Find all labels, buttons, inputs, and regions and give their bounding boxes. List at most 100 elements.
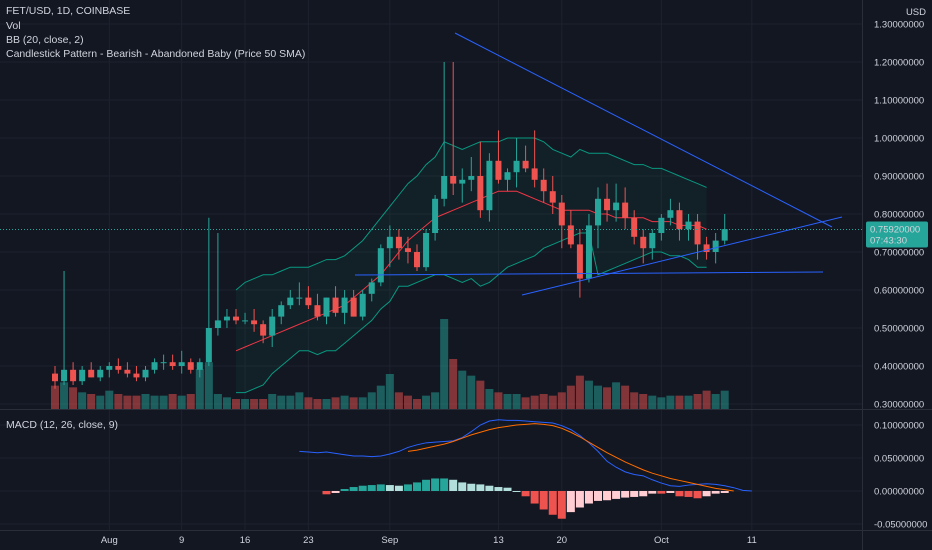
candle-body[interactable]	[196, 362, 203, 370]
candle-body[interactable]	[305, 297, 312, 306]
candle-body[interactable]	[667, 210, 674, 218]
volume-bar	[485, 389, 494, 409]
candle-body[interactable]	[703, 244, 710, 252]
candle-body[interactable]	[323, 297, 330, 317]
candle-body[interactable]	[169, 362, 176, 366]
candle-body[interactable]	[278, 305, 285, 317]
candle-body[interactable]	[124, 369, 131, 374]
candle-body[interactable]	[223, 316, 230, 321]
support-horizontal-line[interactable]	[354, 271, 824, 276]
candle-body[interactable]	[332, 297, 339, 313]
candle-body[interactable]	[251, 320, 258, 325]
candle-body[interactable]	[450, 176, 457, 184]
candle-body[interactable]	[513, 160, 520, 173]
candle-body[interactable]	[404, 248, 411, 252]
candle-body[interactable]	[314, 305, 321, 317]
volume-bar	[467, 375, 476, 409]
candle-body[interactable]	[233, 316, 239, 321]
candle-body[interactable]	[287, 297, 294, 306]
candle-body[interactable]	[622, 202, 629, 218]
candle-body[interactable]	[142, 369, 149, 378]
candle-body[interactable]	[88, 369, 95, 378]
candle-body[interactable]	[613, 202, 620, 211]
candle-body[interactable]	[52, 373, 58, 382]
macd-histogram-bar	[594, 491, 602, 501]
volume-bar	[630, 392, 639, 409]
candle-body[interactable]	[97, 369, 104, 378]
candle-body[interactable]	[477, 176, 484, 211]
candle-body[interactable]	[712, 240, 719, 252]
candle-body[interactable]	[395, 236, 402, 249]
candle-body[interactable]	[522, 160, 529, 169]
candle-body[interactable]	[79, 369, 86, 382]
volume-bar	[376, 385, 385, 409]
candle-body[interactable]	[459, 179, 466, 184]
candle-body[interactable]	[649, 233, 656, 249]
candle-body[interactable]	[423, 233, 430, 268]
symbol-title[interactable]: FET/USD, 1D, COINBASE	[6, 5, 131, 17]
macd-histogram-bar	[566, 491, 575, 513]
candle-body[interactable]	[187, 362, 194, 370]
candle-body[interactable]	[106, 366, 113, 370]
candle-body[interactable]	[296, 297, 303, 299]
candle-body[interactable]	[205, 328, 212, 363]
ascending-trendline[interactable]	[521, 216, 843, 296]
volume-bar	[286, 395, 295, 409]
candle-body[interactable]	[386, 236, 393, 249]
candle-body[interactable]	[640, 236, 647, 249]
candle-body[interactable]	[441, 176, 448, 199]
currency-label[interactable]: USD	[906, 7, 926, 18]
candle-body[interactable]	[70, 369, 77, 382]
macd-histogram-bar	[630, 491, 639, 497]
candle-body[interactable]	[495, 160, 502, 180]
price-axis-label: 0.30000000	[874, 400, 924, 411]
candle-body[interactable]	[540, 179, 547, 192]
candle-body[interactable]	[151, 362, 158, 370]
candle-body[interactable]	[694, 221, 701, 245]
candle-body[interactable]	[676, 210, 683, 230]
candle-body[interactable]	[359, 293, 366, 317]
candle-body[interactable]	[61, 369, 68, 382]
descending-trendline[interactable]	[454, 32, 833, 228]
candle-body[interactable]	[558, 202, 565, 226]
volume-bar	[440, 319, 449, 409]
candle-body[interactable]	[115, 366, 122, 370]
candle-body[interactable]	[178, 362, 185, 366]
volume-bar	[367, 392, 376, 409]
candle-body[interactable]	[604, 198, 611, 211]
price-axis-label: 0.90000000	[874, 172, 924, 183]
candle-body[interactable]	[595, 198, 601, 226]
candle-body[interactable]	[160, 362, 167, 364]
candle-body[interactable]	[133, 373, 140, 378]
candle-body[interactable]	[658, 217, 665, 233]
candle-body[interactable]	[214, 320, 221, 328]
candle-body[interactable]	[585, 225, 592, 279]
candle-body[interactable]	[260, 324, 267, 336]
candle-body[interactable]	[549, 191, 556, 203]
candle-body[interactable]	[685, 221, 692, 230]
candle-body[interactable]	[368, 282, 375, 294]
candle-body[interactable]	[567, 225, 574, 245]
candle-body[interactable]	[377, 248, 384, 283]
candle-body[interactable]	[531, 168, 538, 180]
candle-body[interactable]	[576, 244, 583, 279]
candle-body[interactable]	[414, 252, 420, 268]
volume-bar	[204, 362, 213, 409]
macd-line	[299, 419, 752, 492]
candle-body[interactable]	[341, 297, 348, 313]
bollinger-legend[interactable]: BB (20, close, 2)	[6, 34, 84, 46]
macd-legend[interactable]: MACD (12, 26, close, 9)	[6, 419, 119, 431]
candle-body[interactable]	[631, 217, 638, 237]
volume-legend[interactable]: Vol	[6, 20, 21, 32]
candle-body[interactable]	[486, 160, 493, 211]
candle-body[interactable]	[504, 172, 511, 180]
pattern-legend[interactable]: Candlestick Pattern - Bearish - Abandone…	[6, 48, 306, 60]
candle-body[interactable]	[468, 176, 475, 180]
current-price-badge[interactable]	[866, 221, 928, 248]
candle-body[interactable]	[721, 229, 728, 241]
candle-body[interactable]	[432, 198, 439, 233]
candle-body[interactable]	[350, 297, 357, 317]
candle-body[interactable]	[242, 320, 249, 322]
candle-body[interactable]	[269, 316, 276, 336]
